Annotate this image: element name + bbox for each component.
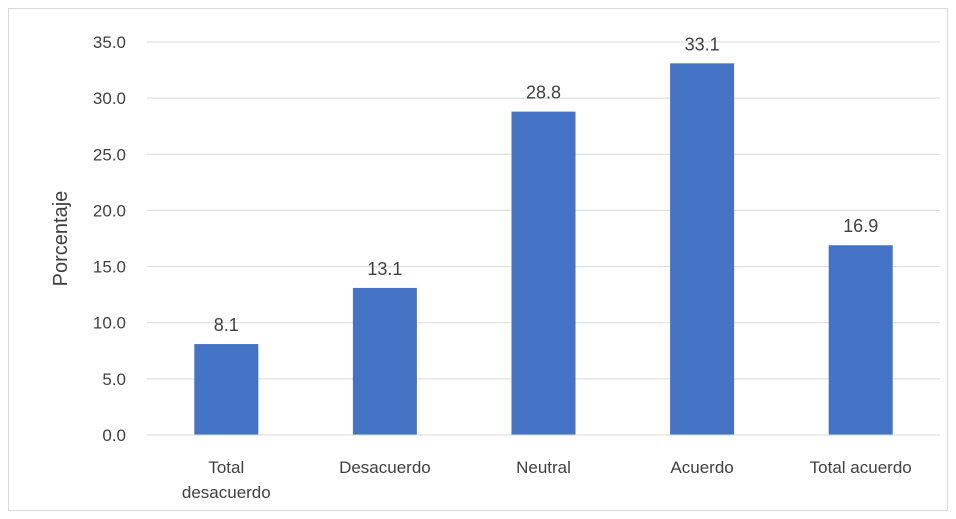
x-tick-label: Desacuerdo xyxy=(339,458,431,477)
y-tick-label: 30.0 xyxy=(93,89,126,108)
data-label: 16.9 xyxy=(843,216,878,236)
y-axis-title: Porcentaje xyxy=(50,191,72,287)
y-tick-label: 0.0 xyxy=(102,426,126,445)
bar xyxy=(352,287,417,435)
data-labels: 8.1 13.1 28.8 33.1 16.9 xyxy=(214,34,878,335)
y-tick-label: 35.0 xyxy=(93,33,126,52)
data-label: 28.8 xyxy=(526,83,561,103)
bar xyxy=(670,63,735,435)
data-label: 33.1 xyxy=(685,34,720,54)
bars xyxy=(194,63,893,436)
data-label: 8.1 xyxy=(214,315,239,335)
bar xyxy=(828,245,893,435)
bar xyxy=(194,344,259,435)
x-tick-label: Total desacuerdo xyxy=(182,458,271,502)
x-tick-label: Acuerdo xyxy=(670,458,733,477)
y-tick-label: 10.0 xyxy=(93,314,126,333)
bar xyxy=(511,111,576,436)
chart-frame xyxy=(8,8,948,511)
y-tick-label: 20.0 xyxy=(93,201,126,220)
x-tick-label: Total acuerdo xyxy=(810,458,912,477)
y-tick-label: 5.0 xyxy=(102,370,126,389)
y-axis-ticks: 0.0 5.0 10.0 15.0 20.0 25.0 30.0 35.0 xyxy=(93,33,126,445)
x-tick-label: Neutral xyxy=(516,458,571,477)
x-axis-ticks: Total desacuerdo Desacuerdo Neutral Acuerdo T… xyxy=(182,458,912,502)
y-tick-label: 15.0 xyxy=(93,258,126,277)
y-tick-label: 25.0 xyxy=(93,145,126,164)
data-label: 13.1 xyxy=(367,259,402,279)
